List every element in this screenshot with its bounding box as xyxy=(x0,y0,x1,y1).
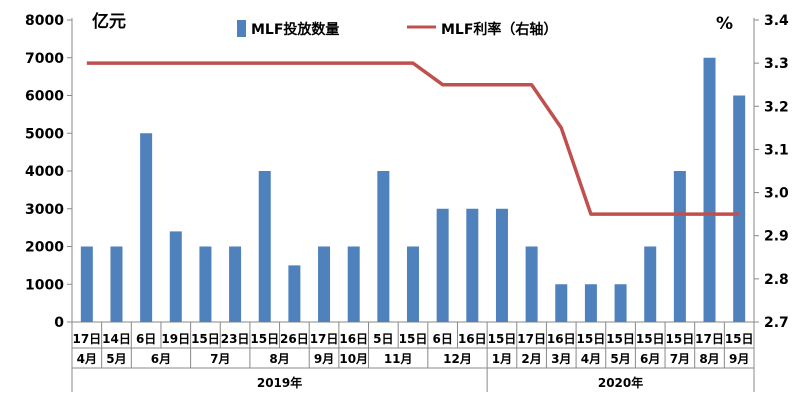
category-label: 15日 xyxy=(488,332,517,346)
month-label: 9月 xyxy=(729,352,749,366)
bar xyxy=(733,95,746,322)
right-unit-label: % xyxy=(716,14,733,34)
right-tick-label: 3.2 xyxy=(764,99,789,115)
month-label: 6月 xyxy=(151,352,171,366)
legend-bar-label: MLF投放数量 xyxy=(251,21,339,38)
category-label: 16日 xyxy=(458,332,487,346)
left-tick-label: 4000 xyxy=(25,164,64,180)
category-label: 16日 xyxy=(547,332,576,346)
legend-bar-swatch xyxy=(237,20,246,37)
category-label: 17日 xyxy=(310,332,339,346)
axes-layer xyxy=(67,18,759,392)
bar xyxy=(466,208,479,322)
month-label: 8月 xyxy=(699,352,719,366)
year-label: 2020年 xyxy=(598,375,643,390)
category-label: 15日 xyxy=(636,332,665,346)
category-label: 15日 xyxy=(250,332,279,346)
month-label: 5月 xyxy=(106,352,126,366)
bar xyxy=(584,284,597,322)
month-label: 9月 xyxy=(314,352,334,366)
right-tick-label: 3.1 xyxy=(764,142,789,158)
year-label: 2019年 xyxy=(257,375,302,390)
bar xyxy=(140,133,153,322)
month-label: 4月 xyxy=(77,352,97,366)
bar xyxy=(169,231,182,322)
right-tick-label: 3.3 xyxy=(764,56,789,72)
left-tick-label: 8000 xyxy=(25,13,64,29)
month-label: 8月 xyxy=(269,352,289,366)
category-label: 17日 xyxy=(695,332,724,346)
left-tick-label: 0 xyxy=(54,315,64,331)
month-label: 12月 xyxy=(443,352,472,366)
right-tick-label: 3.4 xyxy=(764,13,789,29)
bar xyxy=(407,246,419,322)
bar xyxy=(555,284,568,322)
category-label: 15日 xyxy=(191,332,220,346)
left-tick-label: 5000 xyxy=(25,126,64,142)
left-tick-label: 7000 xyxy=(25,51,64,67)
category-label: 15日 xyxy=(577,332,606,346)
category-label: 19日 xyxy=(161,332,190,346)
bar xyxy=(258,171,271,322)
category-label: 15日 xyxy=(666,332,695,346)
bar xyxy=(377,171,390,322)
bar xyxy=(673,171,686,322)
month-label: 11月 xyxy=(384,352,413,366)
month-label: 7月 xyxy=(210,352,230,366)
left-tick-label: 3000 xyxy=(25,202,64,218)
right-tick-label: 2.8 xyxy=(764,272,789,288)
bar xyxy=(703,57,716,322)
month-label: 3月 xyxy=(551,352,571,366)
category-label: 14日 xyxy=(102,332,131,346)
rate-line xyxy=(86,61,740,216)
category-label: 15日 xyxy=(399,332,428,346)
labels-layer: 0 1000 2000 3000 4000 5000 6000 7000 8000 2.7 2.8 2… xyxy=(25,13,789,390)
right-tick-label: 2.9 xyxy=(764,229,789,245)
category-label: 6日 xyxy=(432,332,452,346)
legend-line-label: MLF利率（右轴） xyxy=(441,21,557,38)
bar xyxy=(644,246,657,322)
category-label: 26日 xyxy=(280,332,309,346)
bar xyxy=(199,246,212,322)
month-label: 4月 xyxy=(581,352,601,366)
left-unit-label: 亿元 xyxy=(92,11,126,32)
left-tick-label: 2000 xyxy=(25,240,64,256)
category-label: 17日 xyxy=(72,332,101,346)
left-tick-label: 1000 xyxy=(25,277,64,293)
category-label: 16日 xyxy=(339,332,368,346)
legend: MLF投放数量 MLF利率（右轴） xyxy=(237,20,557,38)
bar xyxy=(288,265,301,322)
month-label: 1月 xyxy=(492,352,512,366)
bar xyxy=(347,246,360,322)
bars-layer xyxy=(80,57,746,322)
category-label: 17日 xyxy=(517,332,546,346)
bar xyxy=(614,284,627,322)
month-label: 6月 xyxy=(640,352,660,366)
month-label: 10月 xyxy=(339,352,368,366)
bar xyxy=(495,208,508,322)
right-tick-label: 3.0 xyxy=(764,186,789,202)
right-tick-label: 2.7 xyxy=(764,315,789,331)
bar xyxy=(229,246,242,322)
bar xyxy=(110,246,123,322)
category-label: 6日 xyxy=(136,332,156,346)
left-tick-label: 6000 xyxy=(25,89,64,105)
category-label: 23日 xyxy=(221,332,250,346)
bar xyxy=(318,246,331,322)
month-label: 7月 xyxy=(670,352,690,366)
category-label: 5日 xyxy=(373,332,393,346)
bar xyxy=(436,208,449,322)
category-label: 15日 xyxy=(725,332,754,346)
category-label: 15日 xyxy=(606,332,635,346)
bar xyxy=(525,246,538,322)
month-label: 5月 xyxy=(610,352,630,366)
bar xyxy=(80,246,93,322)
month-label: 2月 xyxy=(521,352,541,366)
line-layer xyxy=(86,61,740,216)
